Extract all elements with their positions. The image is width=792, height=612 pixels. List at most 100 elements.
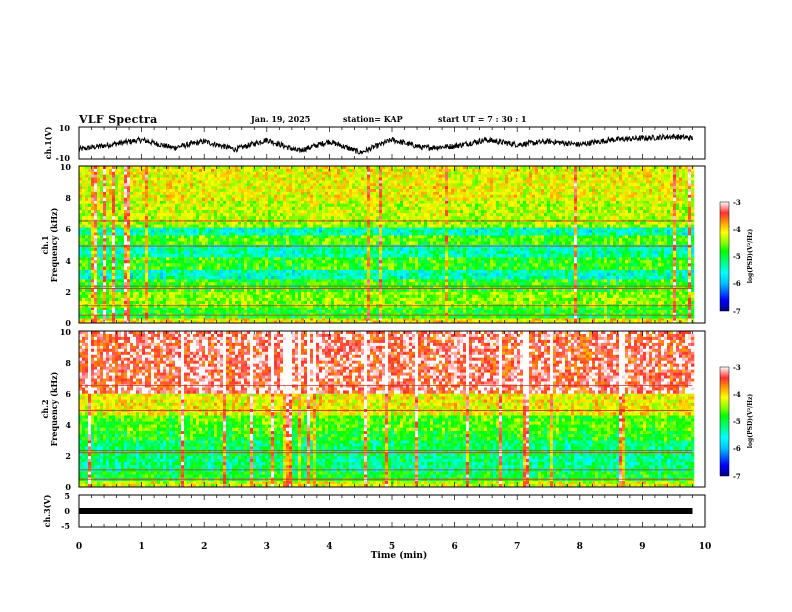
spectrogram-cell — [388, 318, 391, 321]
spectrogram-cell — [547, 295, 550, 298]
spectrogram-cell — [562, 310, 565, 313]
spectrogram-cell — [397, 295, 400, 298]
spectrogram-cell — [328, 310, 331, 313]
spectrogram-cell — [349, 295, 352, 298]
spectrogram-cell — [118, 282, 121, 285]
spectrogram-cell — [514, 295, 517, 298]
spectrogram-cell — [82, 307, 85, 310]
spectrogram-cell — [670, 318, 673, 321]
spectrogram-cell — [628, 316, 631, 319]
spectrogram-cell — [190, 295, 193, 298]
spectrogram-cell — [556, 318, 559, 321]
spectrogram-cell — [238, 282, 241, 285]
spectrogram-cell — [406, 282, 409, 285]
spectrogram-cell — [349, 316, 352, 319]
spectrogram-cell — [232, 295, 235, 298]
spectrogram-cell — [586, 310, 589, 313]
spectrogram-cell — [223, 298, 226, 301]
spectrogram-cell — [418, 301, 421, 304]
spectrogram-cell — [367, 279, 370, 282]
spectrogram-cell — [331, 279, 334, 282]
spectrogram-cell — [619, 298, 622, 301]
spectrogram-cell — [691, 279, 694, 282]
spectrogram-cell — [283, 318, 286, 321]
spectrogram-cell — [649, 279, 652, 282]
spectrogram-cell — [568, 307, 571, 310]
spectrogram-cell — [682, 292, 685, 295]
spectrogram-cell — [397, 310, 400, 313]
spectrogram-cell — [193, 310, 196, 313]
spectrogram-cell — [580, 279, 583, 282]
spectrogram-cell — [613, 310, 616, 313]
spectrogram-cell — [562, 301, 565, 304]
spectrogram-cell — [211, 310, 214, 313]
spectrogram-cell — [235, 310, 238, 313]
spectrogram-cell — [331, 310, 334, 313]
spectrogram-cell — [181, 310, 184, 313]
spectrogram-cell — [106, 295, 109, 298]
spectrogram-cell — [178, 292, 181, 295]
spectrogram-cell — [142, 295, 145, 298]
spectrogram-cell — [529, 295, 532, 298]
spectrogram-cell — [457, 301, 460, 304]
spectrogram-cell — [346, 310, 349, 313]
spectrogram-cell — [148, 292, 151, 295]
spectrogram-cell — [607, 301, 610, 304]
spectrogram-cell — [427, 301, 430, 304]
spectrogram-cell — [301, 316, 304, 319]
spectrogram-cell — [625, 292, 628, 295]
spectrogram-cell — [172, 307, 175, 310]
spectrogram-cell — [229, 310, 232, 313]
spectrogram-cell — [493, 318, 496, 321]
spectrogram-cell — [526, 316, 529, 319]
spectrogram-cell — [670, 316, 673, 319]
spectrogram-cell — [244, 301, 247, 304]
spectrogram-cell — [691, 310, 694, 313]
spectrogram-cell — [223, 310, 226, 313]
spectrogram-cell — [238, 301, 241, 304]
spectrogram-cell — [691, 292, 694, 295]
spectrogram-cell — [676, 298, 679, 301]
spectrogram-cell — [487, 301, 490, 304]
spectrogram-cell — [202, 279, 205, 282]
spectrogram-cell — [415, 282, 418, 285]
spectrogram-cell — [412, 295, 415, 298]
spectrogram-cell — [634, 318, 637, 321]
spectrogram-cell — [148, 301, 151, 304]
spectrogram-cell — [175, 316, 178, 319]
spectrogram-cell — [400, 292, 403, 295]
spectrogram-cell — [97, 301, 100, 304]
spectrogram-cell — [130, 301, 133, 304]
spectrogram-cell — [670, 307, 673, 310]
spectrogram-cell — [184, 301, 187, 304]
spectrogram-cell — [91, 310, 94, 313]
spectrogram-cell — [643, 295, 646, 298]
spectrogram-cell — [325, 295, 328, 298]
spectrogram-cell — [136, 301, 139, 304]
spectrogram-cell — [367, 307, 370, 310]
spectrogram-cell — [556, 301, 559, 304]
spectrogram-cell — [274, 301, 277, 304]
spectrogram-cell — [220, 295, 223, 298]
spectrogram-cell — [439, 298, 442, 301]
spectrogram-cell — [253, 318, 256, 321]
spectrogram-cell — [325, 282, 328, 285]
spectrogram-cell — [637, 310, 640, 313]
spectrogram-cell — [508, 318, 511, 321]
spectrogram-cell — [361, 282, 364, 285]
spectrogram-cell — [565, 298, 568, 301]
spectrogram-cell — [469, 318, 472, 321]
spectrogram-cell — [292, 292, 295, 295]
spectrogram-cell — [355, 318, 358, 321]
spectrogram-cell — [160, 307, 163, 310]
spectrogram-cell — [508, 279, 511, 282]
spectrogram-cell — [379, 279, 382, 282]
spectrogram-cell — [436, 298, 439, 301]
spectrogram-cell — [454, 282, 457, 285]
spectrogram-cell — [184, 318, 187, 321]
spectrogram-cell — [658, 292, 661, 295]
spectrogram-cell — [265, 279, 268, 282]
spectrogram-cell — [388, 298, 391, 301]
spectrogram-cell — [133, 292, 136, 295]
spectrogram-cell — [490, 307, 493, 310]
